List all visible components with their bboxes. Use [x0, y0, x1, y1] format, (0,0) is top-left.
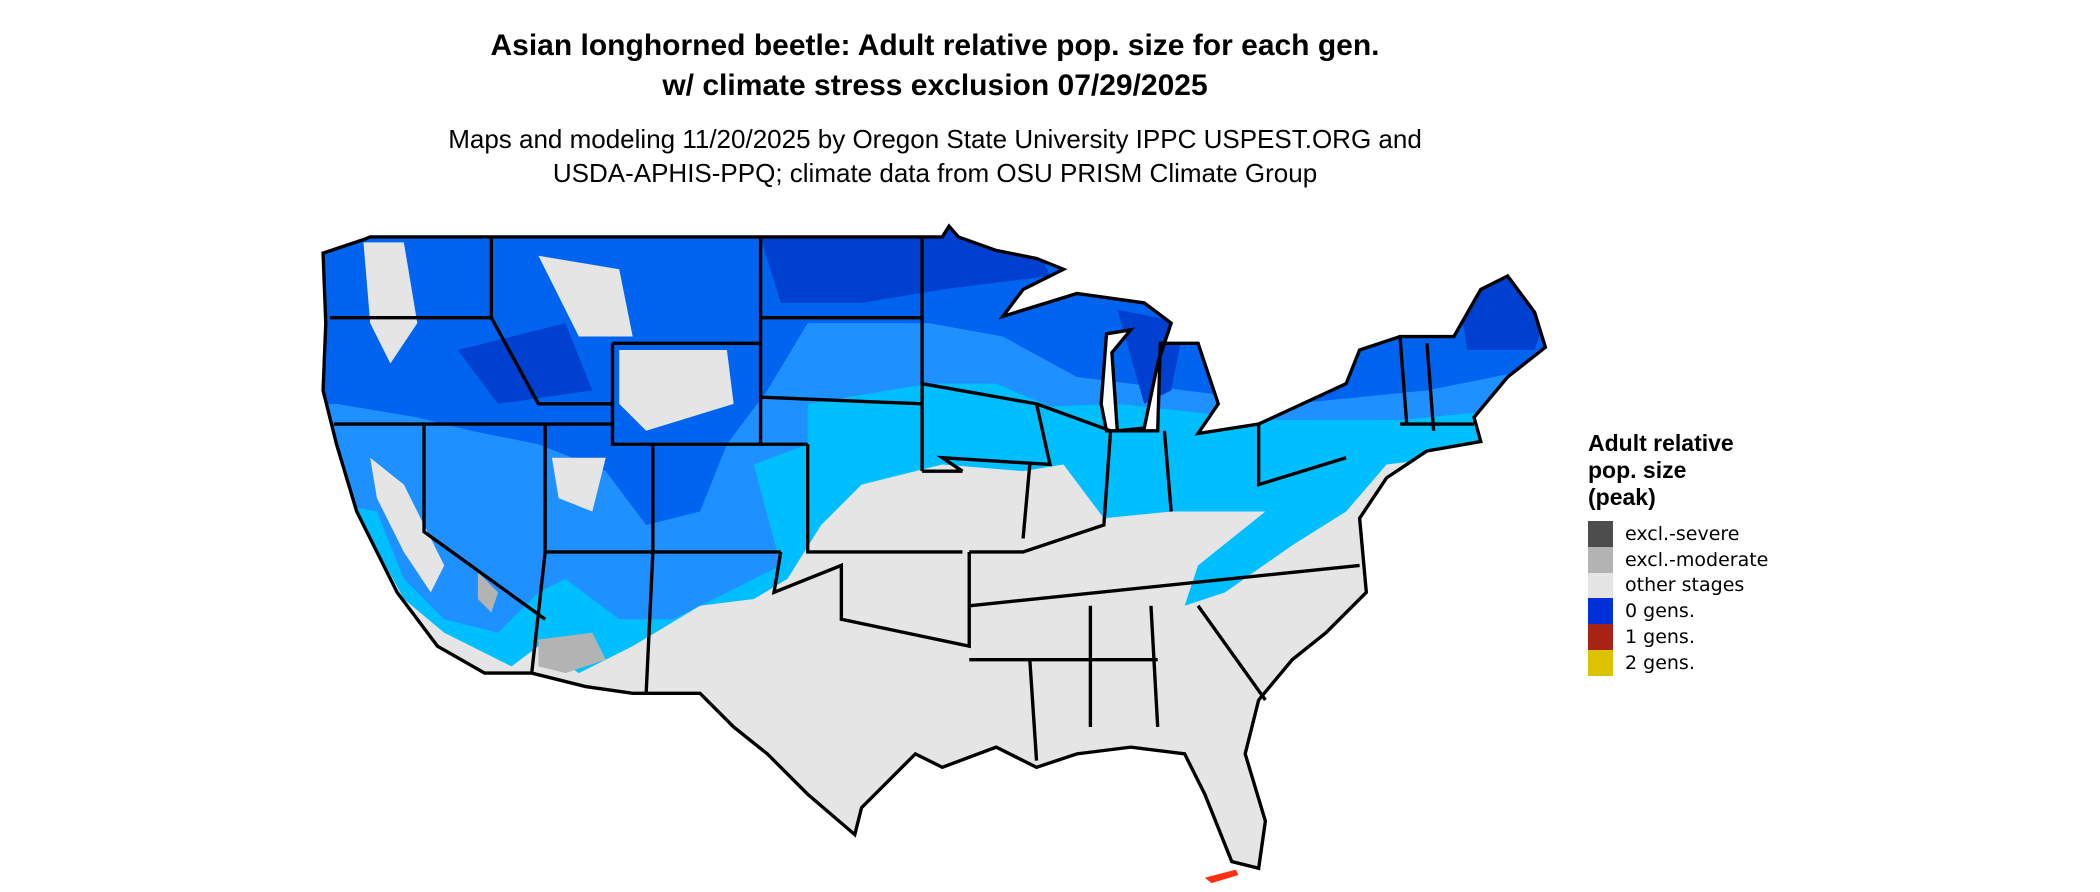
legend-label: 1 gens. [1625, 626, 1695, 649]
legend-title: Adult relative pop. size (peak) [1588, 430, 1808, 511]
legend-item: 0 gens. [1588, 598, 1808, 625]
legend: Adult relative pop. size (peak) excl.-se… [1588, 430, 1808, 676]
legend-swatch [1588, 598, 1613, 625]
legend-swatch [1588, 546, 1613, 573]
legend-items: excl.-severe excl.-moderate other stages 0 … [1588, 521, 1808, 676]
legend-item: excl.-moderate [1588, 546, 1808, 573]
legend-label: excl.-moderate [1625, 548, 1769, 571]
map-subtitle: Maps and modeling 11/20/2025 by Oregon S… [0, 122, 1870, 190]
florida-keys [1204, 869, 1239, 884]
legend-item: 2 gens. [1588, 649, 1808, 676]
legend-title-line-3: (peak) [1588, 484, 1656, 510]
legend-swatch [1588, 521, 1613, 547]
legend-label: 2 gens. [1625, 651, 1695, 674]
legend-title-line-1: Adult relative [1588, 430, 1734, 456]
region-excl-moderate [477, 572, 606, 674]
map-title: Asian longhorned beetle: Adult relative … [0, 26, 1870, 106]
legend-item: other stages [1588, 572, 1808, 599]
legend-item: 1 gens. [1588, 624, 1808, 650]
legend-label: 0 gens. [1625, 600, 1695, 623]
title-line-2: w/ climate stress exclusion 07/29/2025 [662, 69, 1208, 102]
subtitle-line-2: USDA-APHIS-PPQ; climate data from OSU PR… [552, 158, 1318, 188]
legend-title-line-2: pop. size [1588, 457, 1687, 483]
state-borders [321, 223, 1548, 871]
legend-swatch [1588, 572, 1613, 599]
legend-item: excl.-severe [1588, 521, 1808, 547]
legend-swatch [1588, 624, 1613, 650]
subtitle-line-1: Maps and modeling 11/20/2025 by Oregon S… [448, 124, 1422, 154]
region-other-stages-west [363, 242, 734, 593]
legend-label: other stages [1625, 574, 1745, 597]
legend-swatch [1588, 649, 1613, 676]
legend-label: excl.-severe [1625, 522, 1740, 545]
title-line-1: Asian longhorned beetle: Adult relative … [490, 29, 1380, 62]
